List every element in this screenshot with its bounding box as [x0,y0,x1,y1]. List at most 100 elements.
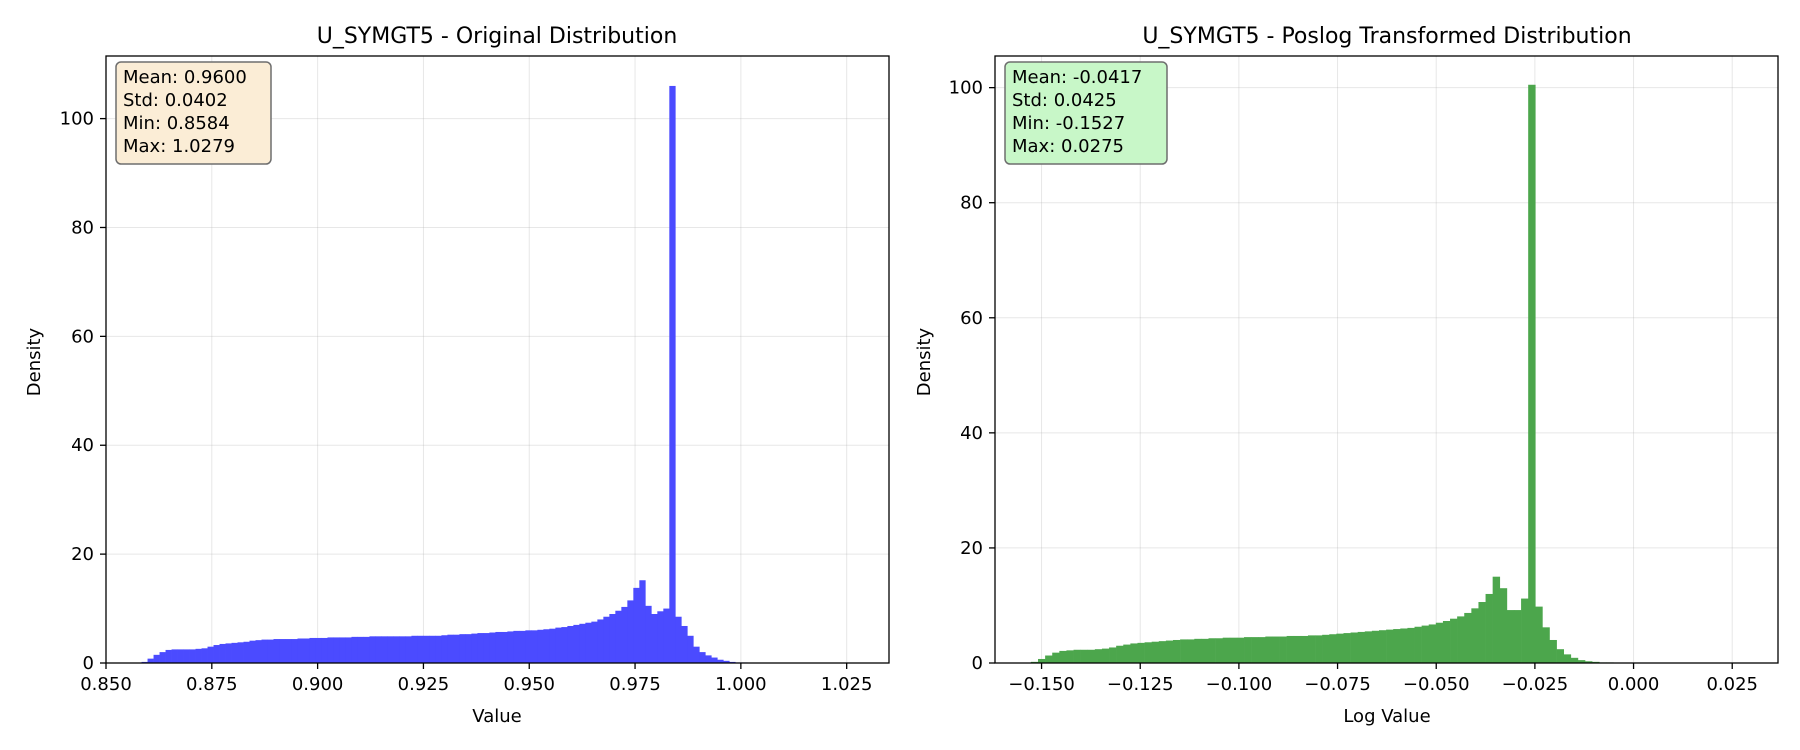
x-axis-label: Log Value [1343,706,1430,727]
stats-min: Min: -0.1527 [1012,113,1125,134]
y-tick-label: 0 [972,653,983,674]
histogram-bar [1521,598,1529,663]
histogram-bar [1315,635,1323,663]
histogram-bar [1109,647,1117,663]
stats-min: Min: 0.8584 [123,113,230,134]
histogram-bar [1229,637,1238,663]
histogram-bar [1180,639,1188,663]
histogram-bar [675,616,682,663]
histogram-bar [315,637,322,663]
y-tick-label: 20 [960,538,983,559]
x-tick-label: 0.975 [609,674,661,695]
x-tick-label: 0.025 [1706,674,1758,695]
histogram-bar [1052,652,1060,663]
histogram-bar [1421,625,1430,663]
y-tick-label: 80 [71,217,94,238]
histogram-bar [471,633,478,663]
chart-title: U_SYMGT5 - Original Distribution [317,24,678,49]
histogram-bar [453,634,460,663]
histogram-bar [1038,658,1046,663]
y-axis-ticks: 0 20 40 60 80 100 [60,109,106,674]
y-axis-label: Density [24,327,45,396]
histogram-bar [375,636,382,663]
chart-panel-poslog: U_SYMGT5 - Poslog Transformed Distributi… [914,24,1779,727]
histogram-bar [1549,639,1557,663]
histogram-bar [657,611,664,663]
histogram-bar [1201,638,1209,663]
histogram-bar [165,649,172,663]
x-tick-label: −0.025 [1502,674,1569,695]
histogram-bar [531,630,538,663]
histogram-bar [1286,635,1295,663]
histogram-bar [519,630,526,663]
histogram-bar [1307,635,1316,663]
histogram-bar [633,587,640,663]
histogram-bar [1492,576,1501,663]
histogram-bar [321,637,328,663]
x-tick-label: −0.150 [1008,674,1075,695]
histogram-bar [1293,635,1302,663]
histogram-bar [1172,639,1181,663]
histogram-bar [1450,618,1458,663]
y-tick-label: 20 [71,544,94,565]
histogram-bar [195,648,202,663]
histogram-bar [1343,633,1351,663]
stats-mean: Mean: 0.9600 [123,67,247,88]
histogram-bar [171,649,178,663]
histogram-bar [1116,645,1124,663]
histogram-bar [1336,633,1344,663]
histogram-bar [459,634,466,663]
histogram-bars [1030,84,1614,664]
histogram-bar [243,641,250,663]
histogram-bar [219,643,226,663]
histogram-bar [1073,649,1081,663]
histogram-bar [327,637,334,663]
stats-box-background [1004,61,1168,165]
histogram-bar [1265,636,1273,663]
histogram-bar [1165,640,1174,663]
chart-title: U_SYMGT5 - Poslog Transformed Distributi… [1142,24,1631,49]
histogram-bar [1400,628,1408,663]
y-tick-label: 0 [83,653,94,674]
histogram-bar [1300,635,1309,663]
histogram-bar [651,614,658,663]
histogram-bar [339,637,346,663]
histogram-bar [303,638,310,663]
x-tick-label: −0.075 [1304,674,1371,695]
histogram-bar [1357,631,1366,663]
histogram-bar [1364,631,1373,663]
histogram-bar [285,639,292,663]
histogram-bar [1066,650,1074,663]
histogram-bar [1570,657,1579,663]
histogram-bar [183,649,190,663]
histogram-bar [501,631,508,663]
histogram-bar [1457,616,1465,663]
x-tick-label: 0.850 [80,674,132,695]
histogram-bar [573,624,580,663]
histogram-bar [555,627,562,663]
histogram-bar [1258,637,1266,663]
x-tick-label: 0.875 [186,674,238,695]
histogram-bar [1350,632,1358,663]
histogram-bar [609,614,616,663]
histogram-bar [525,630,532,663]
histogram-bar [549,628,556,663]
histogram-bar [1094,649,1103,663]
histogram-bar [1080,649,1089,663]
histogram-bar [1506,610,1515,663]
histogram-bar [537,629,544,663]
histogram-bar [1407,627,1415,663]
histogram-bar [393,636,400,663]
histogram-bar [309,637,316,663]
histogram-bar [1215,638,1224,663]
histogram-bar [411,635,418,663]
histogram-bar [1158,641,1167,663]
histogram-bar [627,600,634,663]
x-tick-label: 1.025 [821,674,873,695]
histogram-bar [435,635,442,663]
y-axis-ticks: 0 20 40 60 80 100 [949,78,995,674]
histogram-bar [483,633,490,663]
x-axis-ticks: 0.850 0.875 0.900 0.925 0.950 0.975 1.000 1.025 [80,663,872,695]
histogram-bar [297,638,304,663]
histogram-bar [441,635,448,663]
